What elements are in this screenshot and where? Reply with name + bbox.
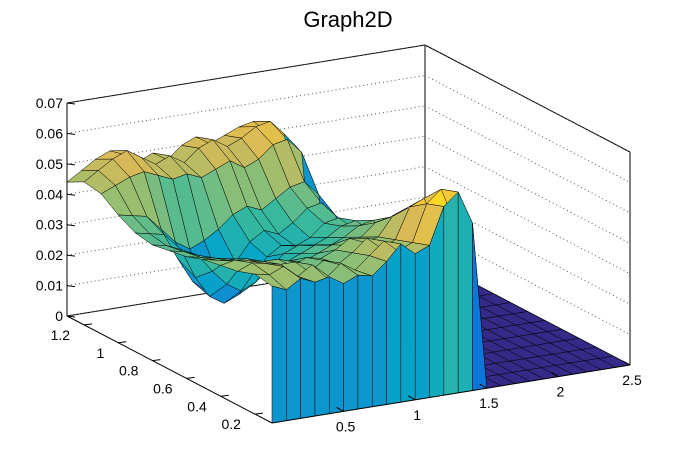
- surface-skirt-cell: [286, 277, 301, 421]
- z-tick-label: 0.02: [36, 247, 63, 263]
- z-tick-label: 0.03: [36, 217, 63, 233]
- surface-skirt-cell: [400, 243, 416, 403]
- y-tick-label: 1: [96, 345, 104, 361]
- x-tick-label: 2.5: [622, 372, 642, 388]
- z-grid-line-back: [66, 44, 426, 104]
- surface-skirt-cell: [371, 260, 387, 408]
- z-tick-label: 0.04: [36, 186, 63, 202]
- z-grid-line-right: [424, 196, 631, 305]
- z-tick-label: 0.05: [36, 156, 63, 172]
- axis-ticks: [66, 102, 631, 415]
- y-tick: [152, 359, 161, 362]
- x-tick: [479, 383, 488, 389]
- z-grid-line-back: [66, 196, 426, 256]
- surface-skirt-cell: [457, 191, 473, 394]
- z-tick: [66, 163, 76, 166]
- z-grid-line-right: [424, 105, 631, 214]
- z-tick-label: 0: [55, 308, 63, 324]
- surface-skirt-cell: [343, 274, 359, 412]
- z-tick: [66, 132, 76, 135]
- z-tick: [66, 102, 76, 105]
- z-tick: [66, 285, 76, 288]
- x-tick: [336, 406, 344, 412]
- surface-skirt-cell: [443, 191, 459, 396]
- surface-skirt-cell: [271, 285, 287, 424]
- z-tick: [66, 315, 76, 318]
- x-tick-label: 0.5: [336, 418, 356, 434]
- y-tick: [186, 376, 195, 379]
- z-grid-line-right: [424, 44, 631, 153]
- z-tick: [66, 254, 76, 257]
- surface-skirt-cell: [314, 276, 330, 417]
- surface-skirt-cell: [300, 278, 316, 419]
- x-tick-label: 1: [413, 407, 421, 423]
- y-tick: [220, 394, 229, 397]
- x-axis-line: [271, 364, 631, 424]
- y-tick-label: 0.6: [153, 380, 173, 396]
- z-tick-label: 0.06: [36, 125, 63, 141]
- x-tick-label: 2: [557, 384, 565, 400]
- y-tick-label: 0.8: [119, 363, 139, 379]
- tick-labels: 0.5 1 1.5 2 2.5 0.2 0.4 0.6 0.8 1 1.2 0 0.01 0.02 0.03…: [36, 95, 642, 434]
- z-tick-label: 0.01: [36, 278, 63, 294]
- x-tick: [407, 395, 416, 401]
- x-tick: [622, 360, 631, 366]
- surface-skirt-cell: [329, 276, 344, 415]
- z-grid-line-right: [424, 166, 631, 275]
- y-tick-label: 0.2: [221, 416, 241, 432]
- chart-title: Graph2D: [303, 7, 392, 32]
- z-grid-line-back: [66, 74, 426, 134]
- z-grid-line-right: [424, 74, 631, 183]
- x-tick-label: 1.5: [479, 395, 499, 411]
- y-tick-label: 1.2: [51, 327, 71, 343]
- surface-plot: [66, 121, 631, 424]
- y-axis-line: [66, 315, 273, 424]
- z-grid-line-back: [66, 257, 426, 317]
- x-tick: [551, 372, 559, 378]
- front-frame: [66, 103, 631, 424]
- z-tick: [66, 224, 76, 227]
- z-tick: [66, 193, 76, 196]
- surface-skirt-cell: [414, 244, 430, 401]
- y-tick: [118, 341, 127, 344]
- surface-skirt-cell: [386, 243, 402, 405]
- z-grid-line-back: [66, 227, 426, 287]
- z-tick-label: 0.07: [36, 95, 63, 111]
- y-tick: [254, 412, 263, 415]
- y-tick: [84, 323, 93, 326]
- surface-skirt-cell: [357, 274, 373, 410]
- z-grid-line-right: [424, 135, 631, 244]
- z-grid-line-right: [424, 227, 631, 336]
- y-tick-label: 0.4: [187, 398, 207, 414]
